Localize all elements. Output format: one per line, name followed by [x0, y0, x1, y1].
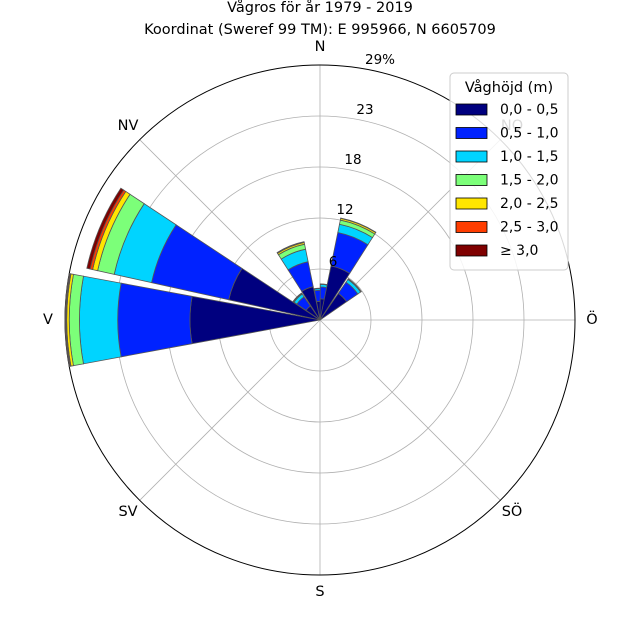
rose-bar-segment: [64, 273, 71, 367]
direction-label: S: [315, 584, 324, 600]
rose-bar-segment: [340, 217, 377, 234]
rose-bar-segment: [86, 187, 125, 270]
radial-tick-label: 29%: [365, 52, 395, 68]
direction-label: SV: [118, 504, 137, 520]
direction-label: NV: [118, 118, 139, 134]
radial-tick-label: 18: [344, 152, 361, 168]
legend-swatch: [455, 127, 488, 139]
rose-bar-segment: [117, 282, 193, 358]
legend-entry-label: 1,5 - 2,0: [500, 173, 558, 189]
legend-entry-label: ≥ 3,0: [500, 243, 538, 259]
grid-spoke: [139, 319, 321, 501]
legend-swatch: [455, 197, 488, 210]
rose-bar-segment: [292, 292, 303, 303]
rose-bars: [64, 187, 377, 367]
legend-title: Våghöjd (m): [465, 79, 553, 96]
legend-swatch: [455, 244, 488, 257]
direction-label: SÖ: [502, 502, 523, 520]
grid-spoke: [319, 319, 501, 501]
direction-label: N: [315, 39, 326, 55]
radial-tick-label: 12: [336, 202, 353, 218]
chart-title: Vågros för år 1979 - 2019: [227, 0, 413, 16]
legend-swatch: [455, 150, 488, 163]
legend-entry-label: 0,0 - 0,5: [500, 102, 558, 118]
radial-tick-label: 23: [356, 102, 373, 118]
legend-swatch: [455, 103, 488, 116]
rose-bar-segment: [276, 241, 305, 254]
radial-tick-label: 6: [329, 254, 338, 270]
legend-entry-label: 2,5 - 3,0: [500, 220, 558, 236]
legend-box: [449, 72, 569, 271]
legend-swatch: [455, 221, 488, 233]
legend-swatch: [455, 174, 488, 186]
direction-label: Ö: [586, 310, 597, 328]
legend-entry-label: 2,0 - 2,5: [500, 196, 558, 212]
rose-bar-segment: [79, 275, 122, 365]
rose-bar-segment: [347, 278, 362, 293]
chart-subtitle: Koordinat (Sweref 99 TM): E 995966, N 66…: [144, 22, 496, 38]
legend-entry-label: 1,0 - 1,5: [500, 149, 558, 165]
legend-entry-label: 0,5 - 1,0: [500, 126, 558, 142]
direction-label: V: [43, 312, 53, 328]
grid-spoke: [139, 139, 321, 321]
legend: Våghöjd (m) 0,0 - 0,5 0,5 - 1,0 1,0 - 1,5 1,…: [449, 72, 569, 271]
